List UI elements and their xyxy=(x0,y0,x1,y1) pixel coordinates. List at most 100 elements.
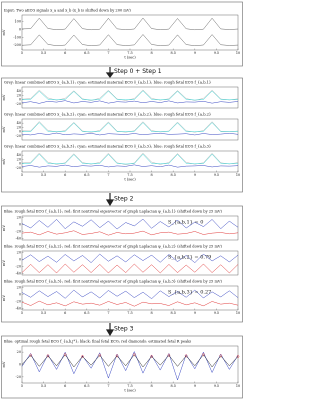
y-tick-label: -20 xyxy=(16,264,21,268)
y-tick-label: 20 xyxy=(17,157,21,161)
y-tick-label: 0 xyxy=(19,162,21,166)
signal-line xyxy=(21,164,239,168)
x-tick-label: 9.5 xyxy=(214,311,219,315)
x-tick-label: 5.5 xyxy=(41,51,46,55)
r-peak-marker xyxy=(132,352,136,357)
y-axis-label: mV xyxy=(2,361,6,367)
chart-title: Grey: linear combined aECG x_{a,b,2}; cy… xyxy=(4,113,211,117)
r-peak-marker xyxy=(219,354,223,358)
x-tick-label: 7 xyxy=(107,173,109,177)
signal-line xyxy=(21,153,239,165)
r-peak-marker xyxy=(29,353,33,358)
x-tick-label: 8 xyxy=(151,311,153,315)
y-tick-label: -20 xyxy=(16,134,21,138)
y-tick-label: -20 xyxy=(16,102,21,106)
y-tick-label: 20 xyxy=(17,286,21,290)
x-axis-label: t (sec) xyxy=(124,178,136,182)
y-tick-label: -20 xyxy=(16,299,21,303)
signal-line xyxy=(21,218,239,230)
signal-line xyxy=(21,132,239,136)
y-tick-label: -20 xyxy=(16,375,21,379)
y-tick-label: -20 xyxy=(16,229,21,233)
plot-frame xyxy=(21,345,239,384)
x-axis-label: t (sec) xyxy=(124,56,136,60)
r-peak-marker xyxy=(150,354,154,359)
y-tick-label: 40 xyxy=(17,121,21,125)
plot-frame xyxy=(21,285,239,311)
signal-line xyxy=(21,263,239,274)
x-tick-label: 5 xyxy=(21,173,23,177)
x-axis-label: t (sec) xyxy=(124,389,136,393)
x-tick-label: 6 xyxy=(64,311,66,315)
x-tick-label: 5.5 xyxy=(41,173,46,177)
y-tick-label: 0 xyxy=(19,293,21,297)
x-tick-label: 7 xyxy=(107,311,109,315)
x-tick-label: 10 xyxy=(236,384,240,388)
chart-title: Blue: optimal rough fetal ECG f_{a,b,j*}… xyxy=(4,340,191,344)
r-peak-marker xyxy=(81,354,84,359)
figure: Step 0 + Step 1 Step 2 Step 3 Input: Two… xyxy=(1,1,243,399)
y-tick-label: 40 xyxy=(17,153,21,157)
signal-line xyxy=(21,100,239,104)
r-peak-marker xyxy=(115,354,119,358)
annotation: S_{a,b,2} = 0.79 xyxy=(168,255,211,261)
chart-title: Blue: rough fetal ECG f_{a,b,1}; red: fi… xyxy=(4,210,222,214)
y-tick-label: -100 xyxy=(13,35,21,39)
x-tick-label: 7.5 xyxy=(127,51,132,55)
r-peak-marker xyxy=(98,353,102,358)
annotation: S_{a,b,1} = 0 xyxy=(168,220,203,226)
x-tick-label: 8 xyxy=(151,384,153,388)
signal-line xyxy=(21,253,239,263)
r-peak-marker xyxy=(167,353,171,358)
y-axis-label: mV xyxy=(2,126,6,132)
step-label: Step 3 xyxy=(114,326,134,333)
y-tick-label: 20 xyxy=(17,125,21,129)
x-tick-label: 6 xyxy=(64,173,66,177)
x-tick-label: 8.5 xyxy=(170,311,175,315)
x-tick-label: 9 xyxy=(194,384,196,388)
y-tick-label: -40 xyxy=(16,236,21,240)
y-axis-label: mV xyxy=(2,225,6,231)
signal-line xyxy=(21,34,239,46)
x-tick-label: 7.5 xyxy=(127,384,132,388)
x-tick-label: 7 xyxy=(107,384,109,388)
signal-line xyxy=(21,90,239,101)
signal-line xyxy=(21,17,239,31)
r-peak-marker xyxy=(236,354,240,359)
plot-frame xyxy=(21,215,239,241)
plot-frame xyxy=(21,14,239,51)
signal-line xyxy=(21,354,239,368)
chart-title: Grey: linear combined aECG x_{a,b,1}; cy… xyxy=(4,81,211,85)
r-peak-marker xyxy=(63,352,67,357)
y-tick-label: 0 xyxy=(19,258,21,262)
x-tick-label: 6.5 xyxy=(84,311,89,315)
y-tick-label: 0 xyxy=(19,27,21,31)
x-tick-label: 9.5 xyxy=(214,384,219,388)
y-axis-label: mV xyxy=(2,29,6,35)
x-tick-label: 9 xyxy=(194,51,196,55)
x-tick-label: 9.5 xyxy=(214,51,219,55)
x-tick-label: 6.5 xyxy=(84,384,89,388)
y-tick-label: 0 xyxy=(19,130,21,134)
x-tick-label: 8.5 xyxy=(170,173,175,177)
x-tick-label: 5.5 xyxy=(41,311,46,315)
x-tick-label: 5.5 xyxy=(41,384,46,388)
r-peak-marker xyxy=(201,352,205,357)
y-tick-label: -40 xyxy=(16,306,21,310)
step-label: Step 0 + Step 1 xyxy=(114,68,162,75)
x-tick-label: 9 xyxy=(194,173,196,177)
signal-line xyxy=(21,300,239,307)
x-tick-label: 9.5 xyxy=(214,173,219,177)
y-tick-label: 20 xyxy=(17,93,21,97)
r-peak-marker xyxy=(184,354,188,358)
y-axis-label: mV xyxy=(2,94,6,100)
y-tick-label: 0 xyxy=(19,363,21,367)
r-peak-marker xyxy=(46,354,50,358)
x-tick-label: 8 xyxy=(151,51,153,55)
x-tick-label: 6 xyxy=(64,384,66,388)
y-axis-label: mV xyxy=(2,295,6,301)
x-tick-label: 7.5 xyxy=(127,173,132,177)
plot-frame xyxy=(21,250,239,276)
x-tick-label: 10 xyxy=(236,51,240,55)
y-axis-label: mV xyxy=(2,158,6,164)
